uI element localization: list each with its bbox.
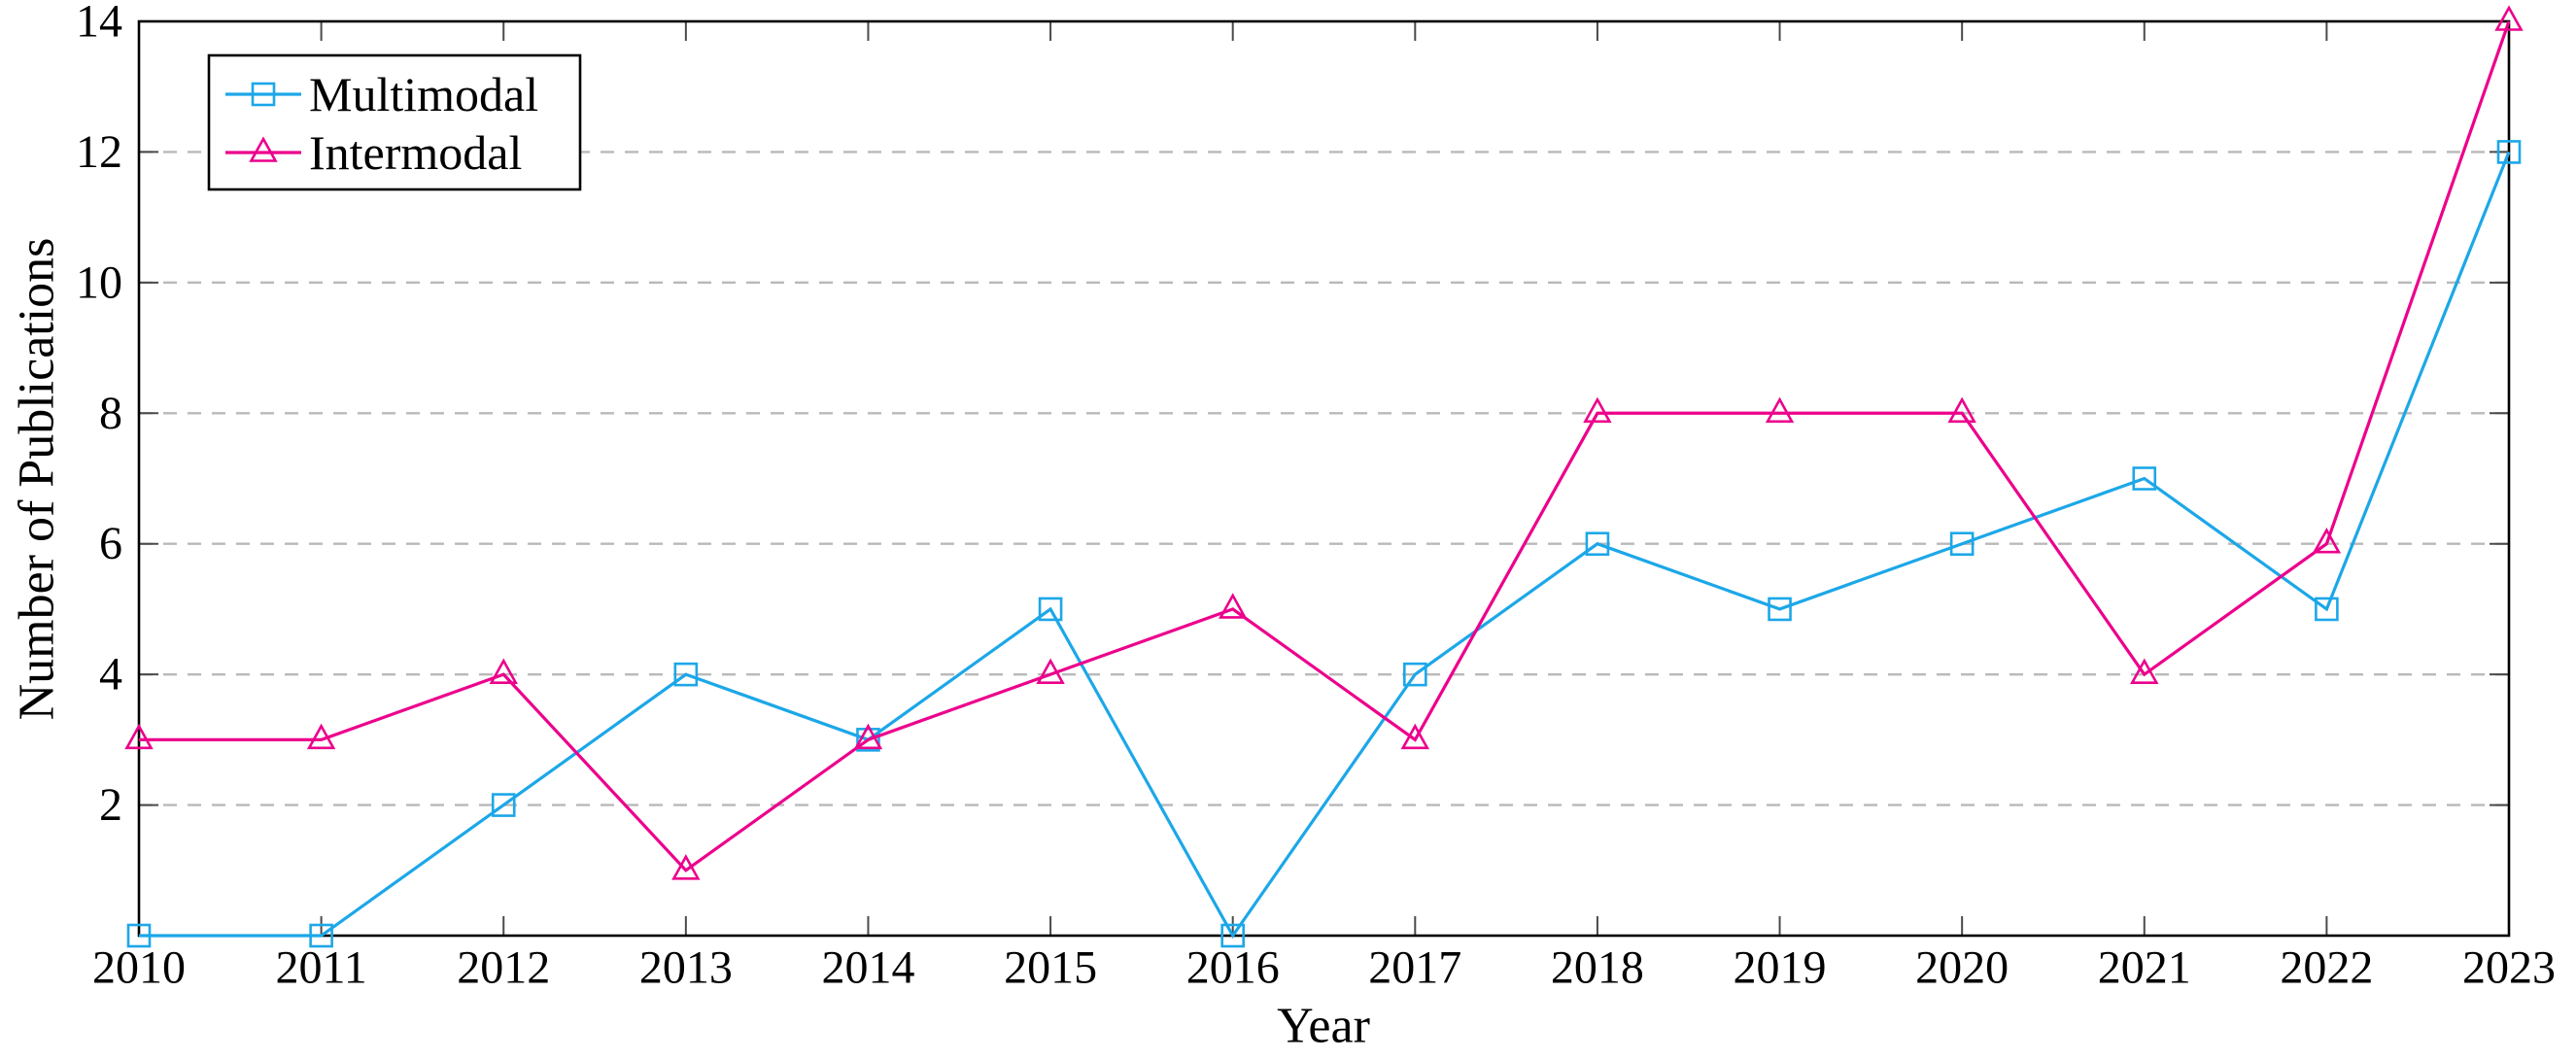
legend-marker-intermodal bbox=[249, 136, 278, 162]
y-tick-label-14: 14 bbox=[76, 0, 122, 48]
legend-label-intermodal: Intermodal bbox=[309, 125, 522, 180]
marker-multimodal-2021 bbox=[2132, 466, 2157, 491]
x-tick-label-2023: 2023 bbox=[2462, 942, 2556, 994]
series-line-multimodal bbox=[139, 151, 2511, 940]
marker-multimodal-2010 bbox=[126, 923, 152, 948]
y-tick-label-2: 2 bbox=[99, 779, 122, 831]
marker-multimodal-2022 bbox=[2315, 597, 2339, 622]
marker-intermodal-2013 bbox=[671, 854, 701, 880]
marker-multimodal-2023 bbox=[2496, 140, 2522, 164]
legend-sample-multimodal bbox=[225, 82, 301, 107]
marker-intermodal-2011 bbox=[306, 723, 336, 750]
marker-multimodal-2019 bbox=[1768, 597, 1792, 622]
x-tick-label-2015: 2015 bbox=[1004, 942, 1097, 994]
plot-border bbox=[137, 19, 2511, 938]
series-intermodal bbox=[124, 5, 2524, 880]
marker-intermodal-2015 bbox=[1036, 658, 1065, 684]
x-tick-label-2016: 2016 bbox=[1186, 942, 1280, 994]
axis-frame bbox=[137, 19, 2511, 938]
y-tick-label-8: 8 bbox=[99, 388, 122, 439]
legend-box bbox=[207, 53, 582, 191]
marker-intermodal-2020 bbox=[1947, 396, 1976, 424]
x-tick-label-2022: 2022 bbox=[2280, 942, 2373, 994]
tick-labels: 2010 2011 2012 2013 2014 2015 2016 2017 2018 2019… bbox=[76, 0, 2556, 994]
y-tick-label-12: 12 bbox=[76, 126, 122, 178]
y-tick-label-4: 4 bbox=[99, 649, 122, 701]
x-tick-label-2021: 2021 bbox=[2098, 942, 2191, 994]
marker-intermodal-2023 bbox=[2494, 5, 2524, 31]
data-series bbox=[124, 5, 2524, 948]
x-tick-label-2017: 2017 bbox=[1368, 942, 1461, 994]
legend-marker-multimodal bbox=[251, 82, 276, 107]
x-tick-label-2018: 2018 bbox=[1551, 942, 1644, 994]
x-tick-label-2014: 2014 bbox=[821, 942, 914, 994]
y-axis-title: Number of Publications bbox=[10, 238, 65, 721]
x-tick-label-2013: 2013 bbox=[639, 942, 733, 994]
series-multimodal bbox=[126, 140, 2522, 948]
y-tick-label-10: 10 bbox=[76, 256, 122, 308]
marker-multimodal-2013 bbox=[673, 662, 699, 687]
marker-multimodal-2012 bbox=[491, 793, 516, 817]
gridlines bbox=[139, 151, 2509, 806]
legend: Multimodal Intermodal bbox=[207, 53, 582, 191]
marker-multimodal-2016 bbox=[1220, 923, 1245, 948]
x-tick-label-2019: 2019 bbox=[1734, 942, 1827, 994]
legend-sample-intermodal bbox=[225, 136, 301, 162]
marker-intermodal-2019 bbox=[1765, 396, 1795, 424]
marker-intermodal-2010 bbox=[124, 723, 154, 750]
marker-intermodal-2018 bbox=[1583, 396, 1612, 424]
marker-multimodal-2014 bbox=[856, 728, 880, 752]
x-tick-label-2020: 2020 bbox=[1915, 942, 2009, 994]
marker-intermodal-2014 bbox=[853, 723, 883, 750]
marker-intermodal-2017 bbox=[1400, 723, 1430, 750]
marker-intermodal-2012 bbox=[489, 658, 518, 684]
marker-multimodal-2011 bbox=[309, 923, 333, 948]
x-axis-title: Year bbox=[1277, 999, 1370, 1054]
marker-intermodal-2016 bbox=[1218, 593, 1248, 619]
marker-intermodal-2022 bbox=[2312, 528, 2342, 554]
legend-label-multimodal: Multimodal bbox=[309, 67, 538, 121]
x-tick-label-2011: 2011 bbox=[276, 942, 367, 994]
series-line-intermodal bbox=[139, 20, 2511, 872]
y-tick-label-6: 6 bbox=[99, 518, 122, 569]
x-tick-label-2010: 2010 bbox=[92, 942, 186, 994]
marker-multimodal-2017 bbox=[1403, 662, 1427, 687]
marker-intermodal-2021 bbox=[2130, 658, 2159, 684]
marker-multimodal-2018 bbox=[1585, 531, 1610, 557]
marker-multimodal-2015 bbox=[1038, 597, 1063, 622]
x-tick-label-2012: 2012 bbox=[457, 942, 550, 994]
marker-multimodal-2020 bbox=[1949, 531, 1975, 557]
